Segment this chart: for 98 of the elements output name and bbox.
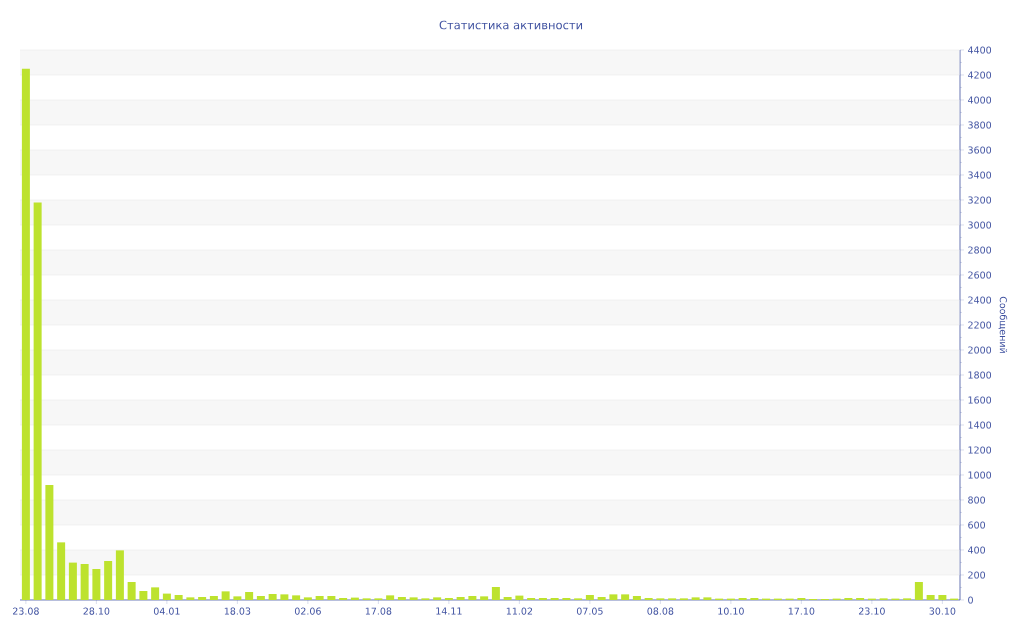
bar [914,581,923,600]
bar [550,597,559,600]
y-tick-label: 2800 [968,246,992,254]
bar [256,595,265,600]
bar [844,597,853,600]
y-tick-label: 0 [968,596,973,604]
y-tick-label: 1800 [968,371,992,379]
bar [198,596,207,600]
bar [92,568,101,600]
y-tick-label: 1000 [968,471,992,479]
x-tick-label: 30.10 [929,607,956,615]
x-tick-label: 28.10 [83,607,110,615]
bar [268,593,277,600]
bar [339,597,348,600]
y-tick-label: 1600 [968,396,992,404]
y-tick-label: 2400 [968,296,992,304]
bar [691,597,700,600]
bar [444,597,453,600]
bar [315,595,324,600]
chart-title: Статистика активности [439,20,583,30]
y-tick-label: 4200 [968,71,992,79]
bar [703,597,712,600]
y-tick-label: 1400 [968,421,992,429]
bar [186,597,195,600]
x-tick-label: 11.02 [506,607,533,615]
y-axis-title: Сообщений [998,296,1008,353]
x-tick-label: 17.10 [788,607,815,615]
y-tick-label: 3600 [968,146,992,154]
bar [280,594,289,600]
y-tick-label: 2200 [968,321,992,329]
bar [503,596,512,600]
bar [162,593,171,600]
y-tick-label: 2000 [968,346,992,354]
bar [45,484,54,600]
bar [127,581,136,600]
bar [797,597,806,600]
bar [433,597,442,600]
bar [527,597,536,600]
x-tick-label: 14.11 [436,607,462,615]
y-tick-label: 2600 [968,271,992,279]
bar [938,594,947,600]
bar [468,595,477,600]
bar [139,590,148,600]
y-tick-label: 1200 [968,446,992,454]
bar [245,591,254,600]
x-tick-label: 04.01 [153,607,180,615]
bar [209,595,218,600]
x-tick-label: 18.03 [224,607,251,615]
x-tick-label: 23.08 [12,607,39,615]
y-tick-label: 600 [968,521,986,529]
y-tick-label: 3200 [968,196,992,204]
bar [174,594,183,600]
y-tick-label: 3400 [968,171,992,179]
y-tick-label: 800 [968,496,986,504]
bar [80,563,89,600]
bar [409,597,418,600]
bar [632,595,641,600]
bar [515,595,524,600]
bar [480,596,489,600]
bar [21,68,30,600]
bar [585,594,594,600]
x-tick-label: 10.10 [718,607,744,615]
y-tick-label: 4000 [968,96,992,104]
bar [456,596,465,600]
bar [104,560,113,600]
x-tick-label: 23.10 [858,607,885,615]
y-tick-label: 3000 [968,221,992,229]
x-tick-label: 08.08 [647,607,674,615]
x-tick-label: 17.08 [365,607,392,615]
bar [856,597,865,600]
bar [303,597,312,600]
bar [597,596,606,600]
y-tick-label: 4400 [968,46,992,54]
bar [33,202,42,600]
bar [115,550,124,600]
bar [386,595,395,600]
bar [68,562,77,600]
bar [644,597,653,600]
bar [397,596,406,600]
bar [233,596,242,600]
bar [621,594,630,600]
y-tick-label: 200 [968,571,986,579]
bar [151,587,160,600]
x-tick-label: 07.05 [576,607,603,615]
bar [562,597,571,600]
bar [609,594,618,600]
bar [221,591,230,600]
bar [538,597,547,600]
x-tick-label: 02.06 [294,607,321,615]
y-tick-label: 400 [968,546,986,554]
bar [292,595,301,600]
bar [738,597,747,600]
bar [327,595,336,600]
bar [491,586,500,600]
bar [750,597,759,600]
bar [57,542,66,600]
y-tick-label: 3800 [968,121,992,129]
bar [926,594,935,600]
